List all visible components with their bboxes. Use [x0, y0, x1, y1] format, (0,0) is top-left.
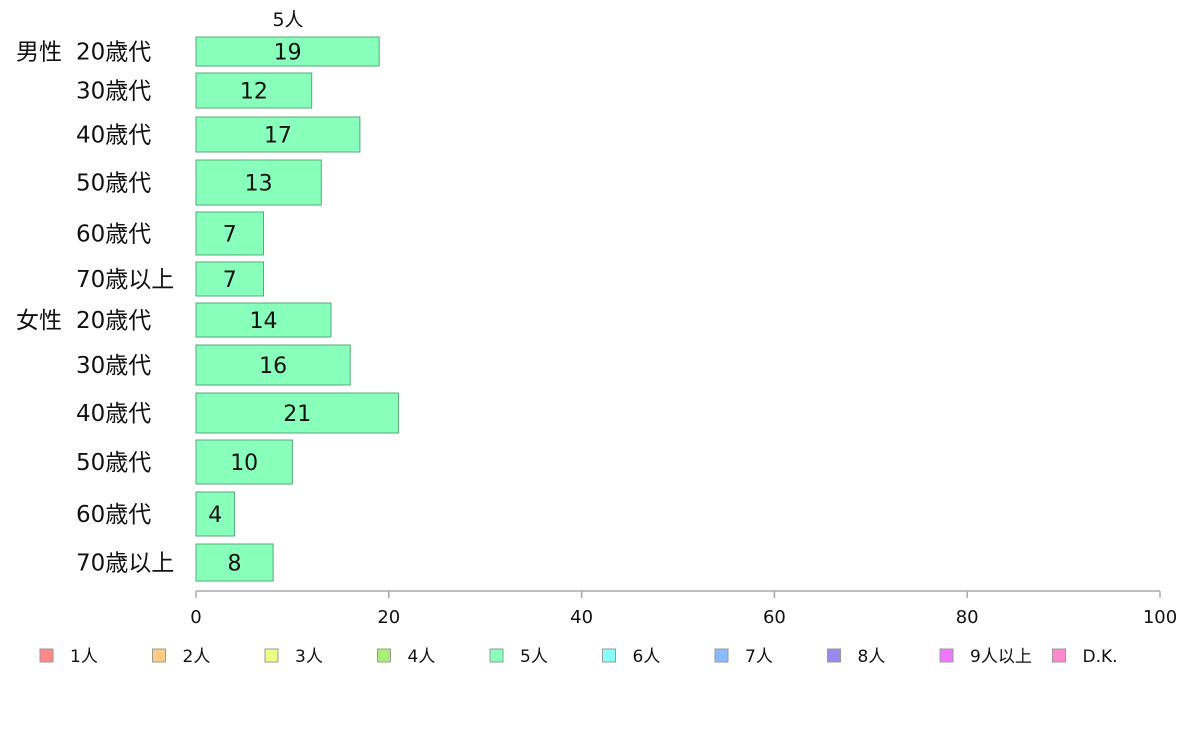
- legend-item: D.K.: [1052, 647, 1118, 667]
- legend-swatch: [602, 648, 616, 663]
- bar-3: [195, 159, 322, 206]
- legend-swatch: [827, 648, 841, 663]
- x-tick-label: 60: [763, 607, 786, 628]
- legend-swatch: [489, 648, 504, 663]
- x-tick-label: 100: [1143, 607, 1177, 628]
- category-label: 30歳代: [76, 79, 151, 105]
- legend-item: 5人: [489, 647, 548, 667]
- x-axis: 0 20 40 60 80 100: [190, 590, 1177, 628]
- x-tick-label: 40: [570, 607, 593, 628]
- bar-value-label: 21: [283, 402, 311, 427]
- category-label: 20歳代: [76, 308, 151, 334]
- legend-label: 2人: [183, 647, 211, 667]
- category-label: 30歳代: [76, 353, 151, 379]
- bar-7: [195, 344, 351, 386]
- bar-value-label: 19: [274, 41, 302, 66]
- category-label: 50歳代: [76, 171, 151, 197]
- category-label: 40歳代: [76, 401, 151, 427]
- legend-swatch: [377, 648, 391, 663]
- legend-swatch: [1052, 648, 1066, 663]
- bar-value-label: 12: [240, 80, 268, 105]
- legend-label: 4人: [408, 647, 436, 667]
- legend-swatch: [939, 648, 954, 663]
- legend-item: 8人: [827, 647, 886, 667]
- legend-swatch: [39, 648, 54, 663]
- legend-item: 1人: [39, 647, 98, 667]
- x-tick-label: 80: [956, 607, 979, 628]
- bar-value-label: 7: [223, 223, 237, 248]
- legend: 1人 2人 3人 4人 5人 6人 7人 8人 9人以上 D.K.: [39, 647, 1118, 667]
- bar-value-label: 17: [264, 124, 292, 149]
- series-header: 5人: [272, 9, 303, 31]
- category-label: 70歳以上: [76, 267, 174, 293]
- legend-label: 3人: [295, 647, 323, 667]
- bar-4: [195, 211, 264, 256]
- bar-1: [195, 72, 313, 109]
- legend-label: D.K.: [1083, 647, 1118, 667]
- legend-item: 2人: [152, 647, 211, 667]
- bar-8: [195, 392, 399, 434]
- category-label: 70歳以上: [76, 551, 174, 577]
- bar-value-label: 8: [228, 552, 242, 577]
- category-label: 60歳代: [76, 502, 151, 528]
- x-tick-label: 20: [377, 607, 400, 628]
- legend-swatch: [152, 648, 166, 663]
- category-label: 60歳代: [76, 222, 151, 248]
- legend-label: 1人: [70, 647, 98, 667]
- legend-item: 9人以上: [939, 647, 1032, 667]
- bar-value-label: 16: [259, 354, 287, 379]
- legend-label: 5人: [520, 647, 548, 667]
- legend-label: 8人: [858, 647, 886, 667]
- legend-item: 3人: [264, 647, 323, 667]
- legend-item: 6人: [602, 647, 661, 667]
- legend-label: 7人: [745, 647, 773, 667]
- legend-label: 9人以上: [970, 647, 1032, 667]
- bar-value-label: 7: [223, 268, 237, 293]
- bar-9: [195, 439, 293, 485]
- category-labels: 20歳代 30歳代 40歳代 50歳代 60歳代 70歳以上 20歳代 30歳代 40歳代 50歳…: [76, 40, 174, 577]
- bar-value-label: 4: [208, 503, 222, 528]
- legend-item: 7人: [714, 647, 773, 667]
- group-label: 女性: [16, 308, 62, 334]
- legend-swatch: [264, 648, 279, 663]
- bar-10: [195, 491, 236, 537]
- category-label: 20歳代: [76, 40, 151, 66]
- bar-0: [195, 36, 380, 67]
- bar-value-label: 10: [230, 451, 258, 476]
- bar-11: [195, 543, 274, 582]
- x-tick-label: 0: [190, 607, 201, 628]
- category-label: 40歳代: [76, 123, 151, 149]
- category-label: 50歳代: [76, 450, 151, 476]
- legend-item: 4人: [377, 647, 436, 667]
- bar-6: [195, 302, 332, 338]
- bar-value-label: 13: [245, 172, 273, 197]
- group-label: 男性: [16, 40, 62, 66]
- bar-value-label: 14: [249, 309, 277, 334]
- legend-swatch: [714, 648, 729, 663]
- legend-label: 6人: [633, 647, 661, 667]
- bar-5: [195, 261, 264, 297]
- bar-2: [195, 116, 361, 153]
